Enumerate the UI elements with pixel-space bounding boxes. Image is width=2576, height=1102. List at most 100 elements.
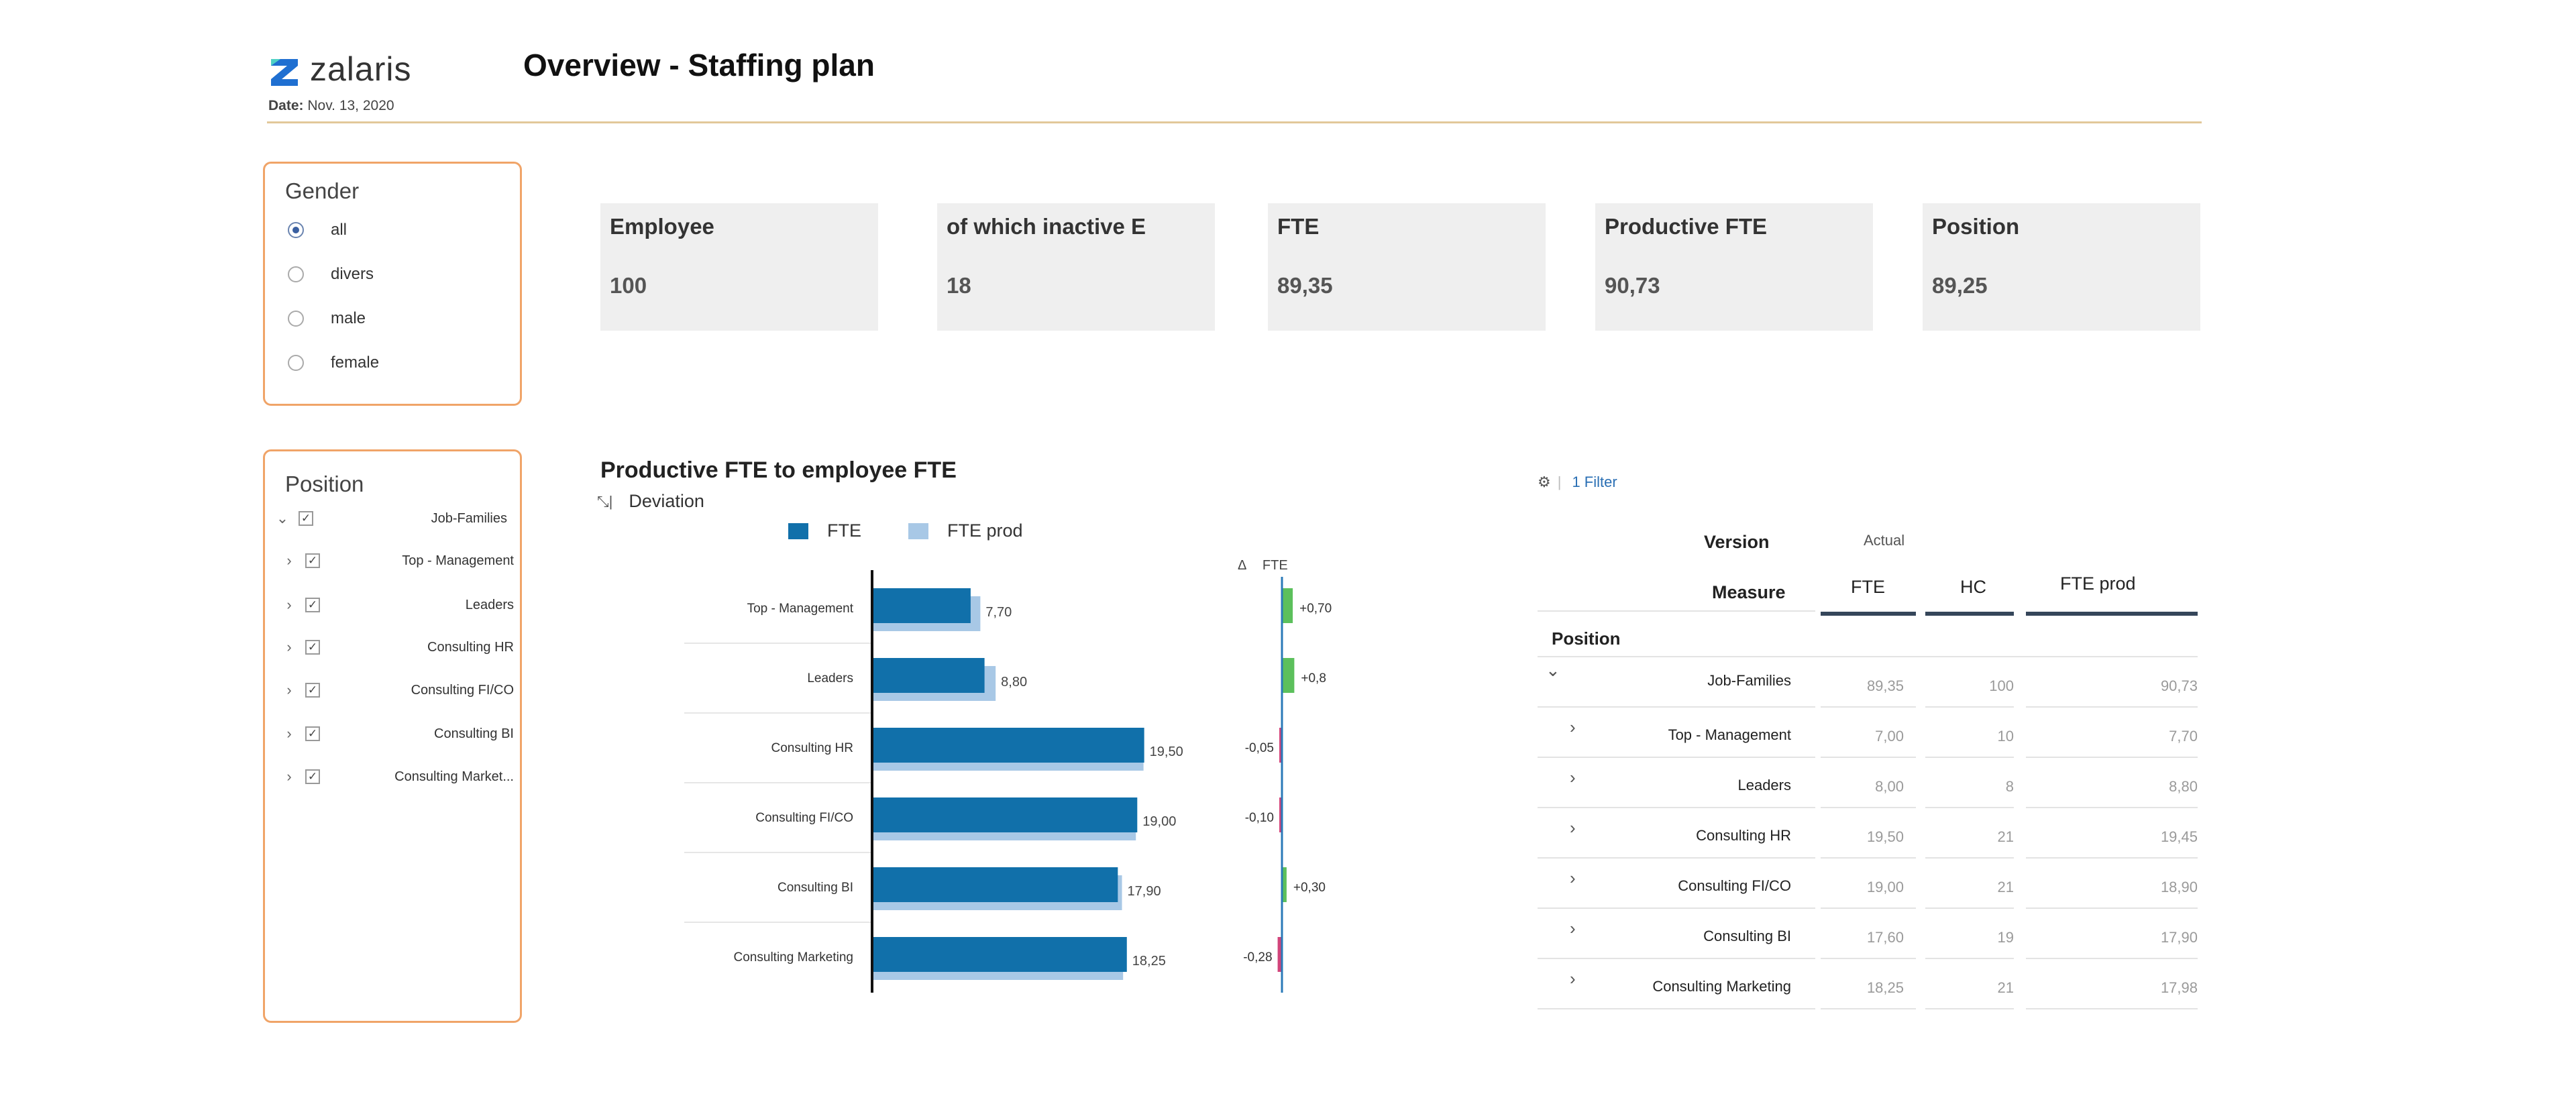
- legend-label-fte-prod: FTE prod: [947, 520, 1023, 541]
- row-divider: [2026, 807, 2198, 808]
- cell-hc: 10: [1997, 728, 2014, 745]
- tree-item-job-families[interactable]: ⌄ ✓ Job-Families: [276, 505, 507, 532]
- cell-fte-prod: 8,80: [2169, 778, 2198, 795]
- chevron-down-icon[interactable]: ⌄: [1546, 660, 1560, 680]
- chevron-right-icon[interactable]: ›: [1570, 969, 1576, 989]
- chevron-right-icon[interactable]: ›: [286, 725, 292, 742]
- position-filter-panel: Position ⌄ ✓ Job-Families › ✓ Top - Mana…: [263, 449, 522, 1023]
- row-divider: [1538, 757, 1815, 758]
- cell-fte: 8,00: [1875, 778, 1904, 795]
- deviation-bar: [1277, 937, 1282, 972]
- radio-icon[interactable]: [288, 355, 304, 371]
- tree-item-label: Top - Management: [402, 553, 514, 568]
- deviation-bar: [1279, 797, 1282, 832]
- row-divider: [1925, 958, 2014, 959]
- category-label: Leaders: [807, 671, 853, 685]
- gender-option-all[interactable]: all: [288, 208, 379, 252]
- table-row[interactable]: › Leaders 8,00 8 8,80: [1538, 758, 2198, 808]
- cell-fte-prod: 90,73: [2160, 677, 2198, 694]
- row-divider: [1821, 958, 1916, 959]
- chevron-right-icon[interactable]: ›: [1570, 717, 1576, 737]
- tree-item-consulting-fico[interactable]: › ✓ Consulting FI/CO: [282, 677, 514, 704]
- chevron-down-icon[interactable]: ⌄: [276, 510, 289, 527]
- tree-item-top-management[interactable]: › ✓ Top - Management: [282, 547, 514, 574]
- data-label: 19,50: [1150, 745, 1183, 759]
- checkbox-checked-icon[interactable]: ✓: [305, 769, 320, 784]
- checkbox-checked-icon[interactable]: ✓: [305, 553, 320, 568]
- date-value: Nov. 13, 2020: [307, 98, 394, 113]
- checkbox-checked-icon[interactable]: ✓: [299, 511, 313, 526]
- deviation-label: +0,30: [1293, 881, 1326, 895]
- chevron-right-icon[interactable]: ›: [286, 552, 292, 569]
- cell-fte: 19,00: [1866, 879, 1904, 895]
- kpi-tile-position: Position 89,25: [1923, 203, 2200, 331]
- position-tree: ⌄ ✓ Job-Families › ✓ Top - Management › …: [276, 505, 514, 814]
- table-row[interactable]: › Consulting Marketing 18,25 21 17,98: [1538, 959, 2198, 1009]
- row-divider: [2026, 958, 2198, 959]
- table-row[interactable]: ⌄ Job-Families 89,35 100 90,73: [1538, 657, 2198, 708]
- row-divider: [1821, 907, 1916, 909]
- checkbox-checked-icon[interactable]: ✓: [305, 640, 320, 655]
- row-divider: [1821, 857, 1916, 859]
- gender-options: all divers male female: [288, 208, 379, 385]
- chevron-right-icon[interactable]: ›: [1570, 818, 1576, 838]
- table-row[interactable]: › Consulting FI/CO 19,00 21 18,90: [1538, 859, 2198, 909]
- table-row[interactable]: › Top - Management 7,00 10 7,70: [1538, 708, 2198, 758]
- bar-fte: [873, 588, 971, 623]
- column-header-fte-prod[interactable]: FTE prod: [2060, 573, 2136, 594]
- row-divider: [1538, 958, 1815, 959]
- table-row[interactable]: › Consulting BI 17,60 19 17,90: [1538, 909, 2198, 959]
- cell-fte-prod: 17,90: [2160, 929, 2198, 946]
- date-label: Date:: [268, 98, 304, 113]
- checkbox-checked-icon[interactable]: ✓: [305, 683, 320, 698]
- kpi-label: Employee: [610, 214, 714, 239]
- row-divider: [1925, 1008, 2014, 1009]
- chevron-right-icon[interactable]: ›: [1570, 918, 1576, 938]
- tree-item-consulting-bi[interactable]: › ✓ Consulting BI: [282, 720, 514, 747]
- bar-chart: Top - Management 7,70 +0,70 Leaders 8,80 +0,8…: [684, 570, 1332, 993]
- row-header-position: Position: [1552, 628, 1621, 649]
- radio-selected-icon[interactable]: [288, 222, 304, 238]
- row-label: Leaders: [1737, 777, 1791, 793]
- column-header-hc[interactable]: HC: [1960, 577, 1986, 597]
- tree-item-label: Job-Families: [431, 510, 507, 526]
- gender-option-label: all: [331, 221, 347, 239]
- row-label: Job-Families: [1707, 672, 1791, 689]
- chevron-right-icon[interactable]: ›: [286, 596, 292, 613]
- gender-option-male[interactable]: male: [288, 296, 379, 341]
- chevron-right-icon[interactable]: ›: [1570, 868, 1576, 888]
- kpi-label: Productive FTE: [1605, 214, 1768, 239]
- radio-icon[interactable]: [288, 311, 304, 327]
- row-divider: [1538, 907, 1815, 909]
- filter-icon: ⚙: [1538, 474, 1551, 490]
- filter-label: 1 Filter: [1572, 474, 1617, 490]
- row-label: Consulting FI/CO: [1678, 877, 1791, 894]
- tree-item-label: Consulting BI: [434, 726, 514, 741]
- chevron-right-icon[interactable]: ›: [286, 768, 292, 785]
- version-value: Actual: [1864, 532, 1905, 549]
- chevron-right-icon[interactable]: ›: [286, 681, 292, 698]
- tree-item-consulting-hr[interactable]: › ✓ Consulting HR: [282, 634, 514, 661]
- bar-fte: [873, 728, 1144, 763]
- checkbox-checked-icon[interactable]: ✓: [305, 726, 320, 741]
- chevron-right-icon[interactable]: ›: [286, 639, 292, 655]
- gender-option-female[interactable]: female: [288, 341, 379, 385]
- deviation-toggle[interactable]: ⤡| Deviation: [597, 491, 704, 512]
- kpi-label: FTE: [1277, 214, 1320, 239]
- tree-item-label: Consulting Market...: [394, 769, 514, 784]
- tree-item-consulting-marketing[interactable]: › ✓ Consulting Market...: [282, 763, 514, 790]
- radio-icon[interactable]: [288, 266, 304, 282]
- gender-option-divers[interactable]: divers: [288, 252, 379, 296]
- row-divider: [2026, 706, 2198, 708]
- row-divider: [1925, 807, 2014, 808]
- tree-item-leaders[interactable]: › ✓ Leaders: [282, 592, 514, 618]
- chevron-right-icon[interactable]: ›: [1570, 767, 1576, 787]
- column-header-fte[interactable]: FTE: [1851, 577, 1885, 597]
- deviation-label: +0,8: [1301, 671, 1326, 685]
- table-row[interactable]: › Consulting HR 19,50 21 19,45: [1538, 808, 2198, 859]
- table-filter-indicator[interactable]: ⚙ | 1 Filter: [1538, 474, 1617, 491]
- row-divider: [1925, 706, 2014, 708]
- checkbox-checked-icon[interactable]: ✓: [305, 598, 320, 612]
- tree-item-label: Leaders: [465, 597, 514, 612]
- cell-fte-prod: 19,45: [2160, 828, 2198, 845]
